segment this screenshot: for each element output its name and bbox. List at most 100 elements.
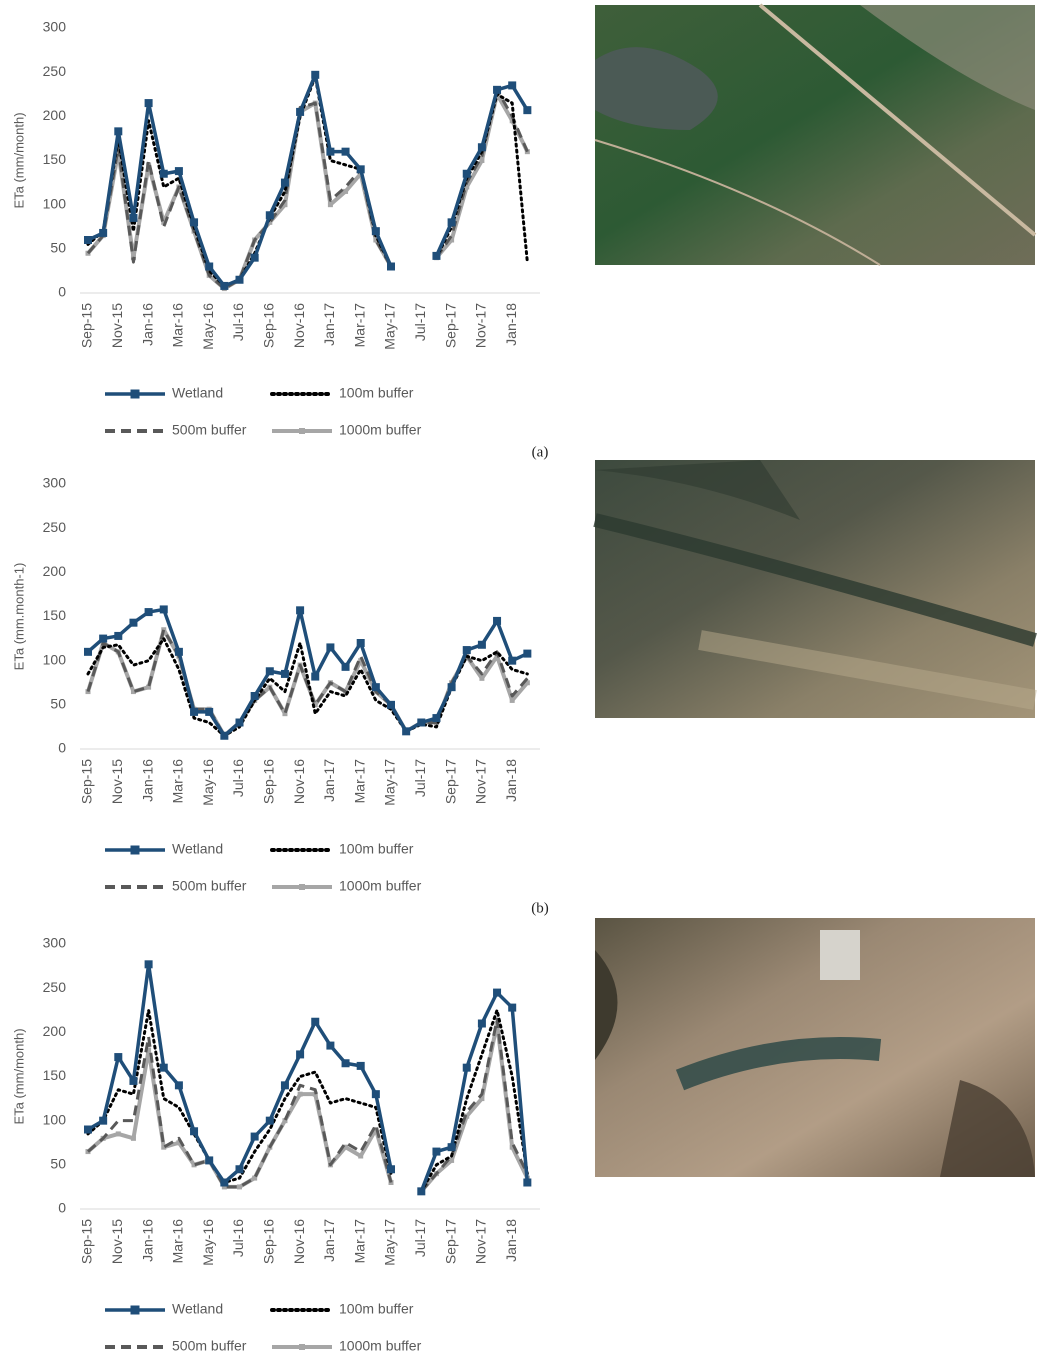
- data-point: [463, 170, 471, 178]
- legend-label: 500m buffer: [172, 878, 247, 894]
- data-point: [220, 732, 228, 740]
- data-point: [479, 676, 484, 681]
- x-tick-label: Jan-17: [321, 759, 337, 802]
- data-point: [342, 663, 350, 671]
- data-point: [205, 1156, 213, 1164]
- data-point: [145, 608, 153, 616]
- data-point: [311, 1018, 319, 1026]
- data-point: [220, 1179, 228, 1187]
- x-tick-label: Sep-15: [79, 303, 95, 348]
- x-tick-label: Jan-16: [139, 759, 155, 802]
- data-point: [129, 619, 137, 627]
- data-point: [342, 148, 350, 156]
- data-point: [432, 252, 440, 260]
- y-tick-label: 0: [58, 740, 66, 756]
- data-point: [508, 1004, 516, 1012]
- data-point: [237, 1184, 242, 1189]
- legend-marker: [299, 1344, 305, 1350]
- y-axis-title: ETa (mm.month-1): [11, 563, 26, 671]
- data-point: [479, 158, 484, 163]
- data-point: [205, 263, 213, 271]
- legend-marker: [131, 1306, 140, 1315]
- data-point: [372, 683, 380, 691]
- legend-label: Wetland: [172, 841, 223, 857]
- x-tick-label: May-17: [382, 1219, 398, 1266]
- data-point: [84, 236, 92, 244]
- data-point: [236, 276, 244, 284]
- data-point: [131, 1136, 136, 1141]
- data-point: [493, 617, 501, 625]
- y-tick-label: 250: [43, 63, 67, 79]
- data-point: [175, 648, 183, 656]
- x-tick-label: Mar-16: [170, 759, 186, 804]
- x-tick-label: Nov-17: [473, 1219, 489, 1264]
- data-point: [129, 214, 137, 222]
- x-tick-label: Mar-17: [351, 1219, 367, 1264]
- y-tick-label: 0: [58, 284, 66, 300]
- x-tick-label: May-17: [382, 303, 398, 350]
- data-point: [326, 148, 334, 156]
- data-point: [478, 641, 486, 649]
- satellite-image: [595, 460, 1035, 718]
- data-point: [523, 106, 531, 114]
- x-tick-label: Nov-16: [291, 1219, 307, 1264]
- y-tick-label: 150: [43, 151, 67, 167]
- x-tick-label: Mar-17: [351, 759, 367, 804]
- data-point: [432, 1148, 440, 1156]
- data-point: [417, 719, 425, 727]
- data-point: [251, 692, 259, 700]
- y-tick-label: 300: [43, 475, 67, 491]
- data-point: [160, 605, 168, 613]
- x-tick-label: Nov-15: [109, 1219, 125, 1264]
- data-point: [508, 81, 516, 89]
- data-point: [417, 1187, 425, 1195]
- data-point: [145, 99, 153, 107]
- data-point: [449, 1158, 454, 1163]
- data-point: [326, 643, 334, 651]
- data-point: [84, 1126, 92, 1134]
- y-tick-label: 250: [43, 979, 67, 995]
- data-point: [175, 167, 183, 175]
- data-point: [510, 698, 515, 703]
- data-point: [493, 989, 501, 997]
- x-tick-label: Jan-16: [139, 303, 155, 346]
- data-point: [463, 1064, 471, 1072]
- data-point: [357, 1062, 365, 1070]
- x-tick-label: Mar-17: [351, 303, 367, 348]
- data-point: [358, 1154, 363, 1159]
- x-tick-label: Jul-16: [230, 303, 246, 341]
- data-point: [160, 170, 168, 178]
- data-point: [372, 1090, 380, 1098]
- x-tick-label: Nov-15: [109, 303, 125, 348]
- x-tick-label: Jul-17: [412, 303, 428, 341]
- legend-label: 1000m buffer: [339, 878, 422, 894]
- x-tick-label: Sep-17: [442, 759, 458, 804]
- legend-marker: [131, 846, 140, 855]
- data-point: [190, 1127, 198, 1135]
- data-point: [266, 1117, 274, 1125]
- data-point: [266, 667, 274, 675]
- satellite-image: [595, 5, 1035, 265]
- data-point: [281, 1081, 289, 1089]
- data-point: [298, 1092, 303, 1097]
- page: {"chart_data": [ {"type": "line", "ylabe…: [0, 0, 1046, 1354]
- data-point: [296, 108, 304, 116]
- legend-label: 100m buffer: [339, 841, 414, 857]
- data-point: [236, 719, 244, 727]
- y-tick-label: 200: [43, 563, 67, 579]
- data-point: [114, 1053, 122, 1061]
- data-point: [251, 254, 259, 262]
- x-tick-label: Nov-17: [473, 303, 489, 348]
- x-tick-label: Mar-16: [170, 303, 186, 348]
- data-point: [326, 1042, 334, 1050]
- legend-label: Wetland: [172, 1301, 223, 1317]
- data-point: [99, 635, 107, 643]
- data-point: [402, 727, 410, 735]
- legend-label: 500m buffer: [172, 422, 247, 438]
- y-tick-label: 200: [43, 1023, 67, 1039]
- x-tick-label: Sep-17: [442, 303, 458, 348]
- y-tick-label: 250: [43, 519, 67, 535]
- y-tick-label: 200: [43, 107, 67, 123]
- panel-label: (b): [531, 900, 549, 916]
- data-point: [281, 179, 289, 187]
